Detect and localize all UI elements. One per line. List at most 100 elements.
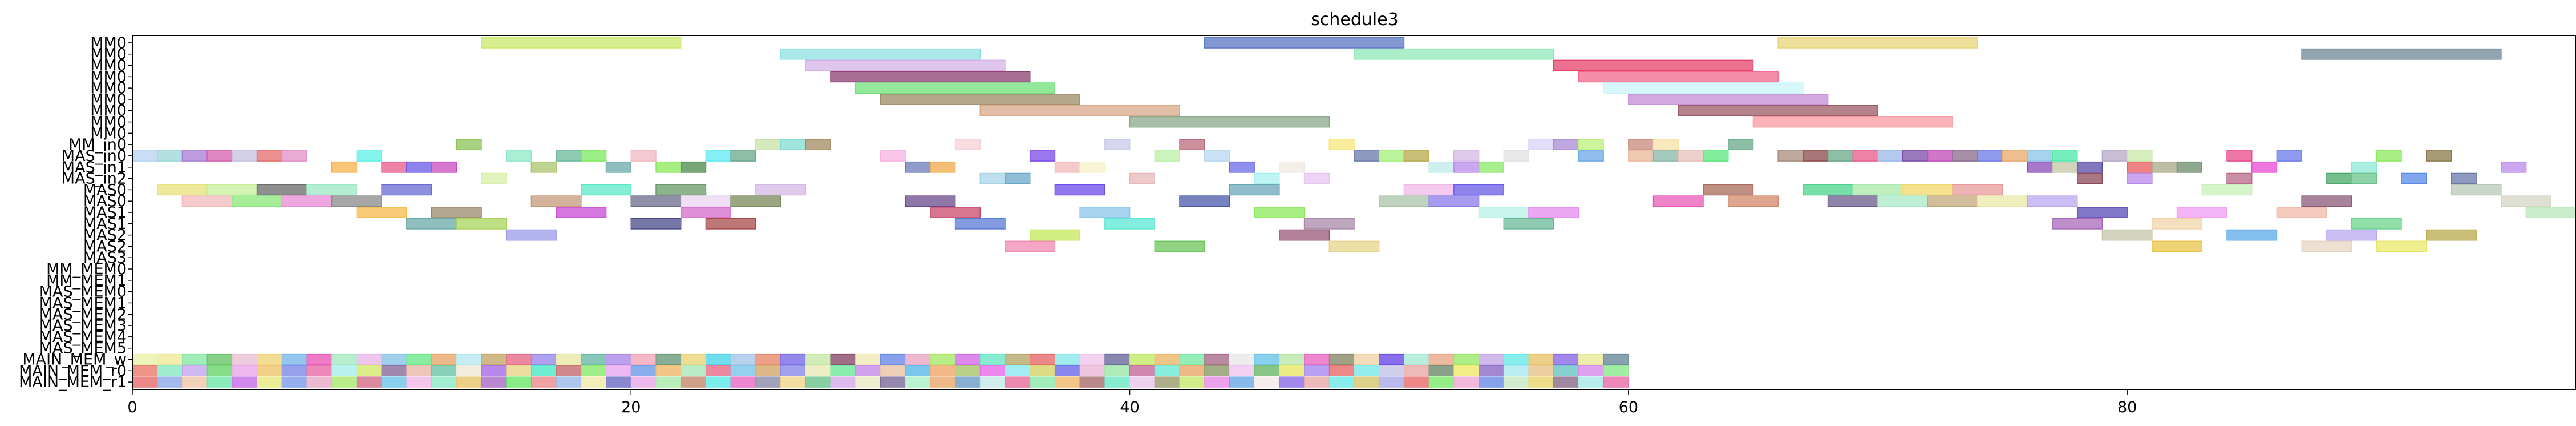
memory-bar: [1354, 353, 1380, 365]
memory-bar: [1204, 353, 1230, 365]
task-bar: [556, 207, 607, 218]
row-label: MAS1: [83, 204, 127, 222]
memory-bar: [581, 365, 607, 376]
memory-bar: [157, 365, 183, 376]
task-bar: [2076, 161, 2103, 173]
memory-bar: [979, 353, 1006, 365]
task-bar: [1553, 139, 1579, 151]
task-bar: [1603, 82, 1804, 94]
task-bar: [2425, 229, 2477, 241]
task-bar: [206, 184, 258, 196]
task-bar: [1254, 207, 1305, 218]
memory-bar: [530, 353, 557, 365]
memory-bar: [530, 376, 557, 388]
task-bar: [2376, 150, 2402, 162]
memory-bar: [1428, 353, 1455, 365]
memory-bar: [306, 365, 333, 376]
task-bar: [1852, 184, 1903, 196]
task-bar: [1229, 161, 1255, 173]
task-bar: [181, 150, 208, 162]
task-bar: [1179, 195, 1230, 207]
memory-bar: [331, 353, 357, 365]
memory-bar: [181, 365, 208, 376]
memory-bar: [257, 365, 282, 376]
memory-bar: [655, 353, 682, 365]
memory-bar: [1054, 353, 1080, 365]
memory-bar: [1479, 353, 1504, 365]
memory-bar: [181, 353, 208, 365]
task-bar: [1453, 161, 1480, 173]
task-bar: [456, 218, 507, 230]
task-bar: [1902, 150, 1929, 162]
task-bar: [2301, 48, 2502, 60]
task-bar: [1054, 184, 1105, 196]
memory-bar: [905, 353, 931, 365]
task-bar: [2152, 161, 2178, 173]
task-bar: [1652, 139, 1679, 151]
memory-bar: [1503, 353, 1529, 365]
memory-bar: [979, 365, 1006, 376]
memory-bar: [1179, 353, 1205, 365]
memory-bar: [1154, 353, 1180, 365]
task-bar: [979, 172, 1006, 184]
task-bar: [954, 139, 981, 151]
task-bar: [381, 184, 432, 196]
memory-bar: [556, 353, 582, 365]
memory-bar: [905, 365, 931, 376]
memory-bar: [1553, 376, 1579, 388]
task-bar: [854, 82, 1056, 94]
task-bar: [2101, 229, 2153, 241]
task-bar: [680, 161, 707, 173]
row-label: MAS_in1: [62, 159, 127, 176]
task-bar: [406, 218, 457, 230]
memory-bar: [1104, 365, 1131, 376]
memory-bar: [955, 353, 981, 365]
memory-bar: [880, 353, 906, 365]
task-bar: [406, 161, 432, 173]
memory-bar: [681, 353, 706, 365]
memory-bar: [930, 365, 956, 376]
task-bar: [2201, 184, 2253, 196]
memory-bar: [1528, 353, 1554, 365]
task-bar: [1803, 150, 1829, 162]
task-bar: [331, 195, 382, 207]
task-bar: [1453, 184, 1505, 196]
memory-bar: [1304, 365, 1330, 376]
memory-bar: [655, 365, 682, 376]
task-bar: [1129, 172, 1156, 184]
task-bar: [1378, 195, 1429, 207]
memory-bar: [830, 353, 856, 365]
memory-bar: [1328, 353, 1355, 365]
task-bar: [456, 139, 482, 151]
memory-bar: [1079, 353, 1105, 365]
task-bar: [2525, 207, 2576, 218]
task-bar: [1752, 116, 1953, 128]
task-bar: [2351, 172, 2377, 184]
memory-bar: [630, 353, 657, 365]
task-bar: [1803, 184, 1854, 196]
row-label: MM_in0: [68, 136, 127, 154]
task-bar: [1054, 161, 1080, 173]
memory-bar: [730, 376, 756, 388]
task-bar: [2226, 172, 2253, 184]
memory-bar: [356, 376, 382, 388]
task-bar: [680, 195, 731, 207]
row-label: MM0: [90, 102, 127, 120]
memory-bar: [805, 365, 831, 376]
memory-bar: [681, 365, 706, 376]
task-bar: [2351, 218, 2402, 230]
memory-bar: [630, 365, 657, 376]
task-bar: [830, 71, 1031, 83]
task-bar: [2127, 150, 2153, 162]
memory-bar: [556, 376, 582, 388]
memory-bar: [855, 353, 881, 365]
task-bar: [281, 195, 333, 207]
memory-bar: [681, 376, 706, 388]
memory-bar: [1279, 365, 1305, 376]
task-bar: [930, 161, 956, 173]
memory-bar: [1528, 365, 1554, 376]
memory-bar: [805, 376, 831, 388]
memory-bar: [1254, 365, 1280, 376]
memory-bar: [855, 376, 881, 388]
task-bar: [2501, 195, 2552, 207]
